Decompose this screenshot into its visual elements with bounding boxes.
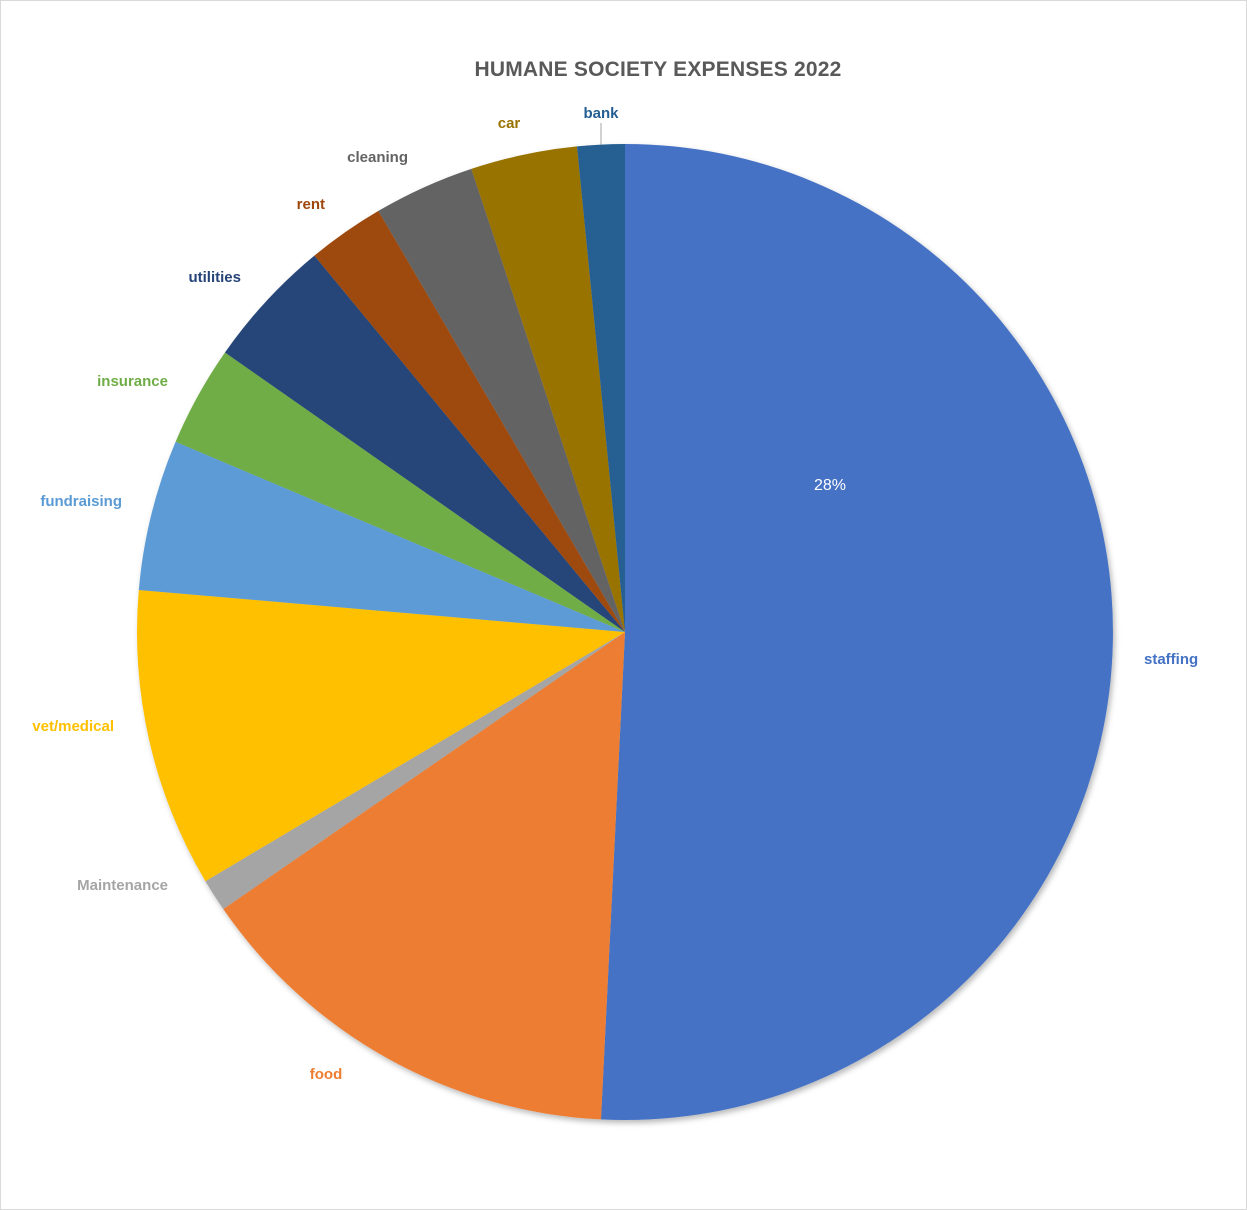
pie-slice-cleaning <box>378 168 625 632</box>
pie-slice-maintenance <box>205 632 626 910</box>
pie-slice-rent <box>314 210 625 632</box>
category-label-vet-medical: vet/medical <box>32 718 114 735</box>
pie-slice-staffing <box>600 144 1113 1120</box>
category-label-food: food <box>310 1066 342 1083</box>
pie-slice-car <box>471 146 625 632</box>
category-label-bank: bank <box>583 105 619 122</box>
pie-slice-food <box>223 632 625 1120</box>
pie-slice-insurance <box>175 352 625 632</box>
pie-slice-fundraising <box>138 441 625 632</box>
pie-slice-utilities <box>224 255 625 633</box>
category-label-fundraising: fundraising <box>40 493 122 510</box>
chart-title: HUMANE SOCIETY EXPENSES 2022 <box>474 58 842 81</box>
pie-slices <box>136 144 1113 1120</box>
pie-slice-bank <box>576 144 625 632</box>
category-label-car: car <box>498 115 521 132</box>
category-label-utilities: utilities <box>188 269 241 286</box>
category-label-insurance: insurance <box>97 373 168 390</box>
category-label-rent: rent <box>297 196 325 213</box>
category-label-maintenance: Maintenance <box>77 877 168 894</box>
category-labels: staffing food Maintenance vet/medical fundra… <box>32 105 1198 1083</box>
category-label-staffing: staffing <box>1144 651 1198 668</box>
pie-slice-vet-medical <box>136 589 625 882</box>
category-label-cleaning: cleaning <box>347 149 408 166</box>
data-label-staffing: 28% <box>814 477 846 494</box>
